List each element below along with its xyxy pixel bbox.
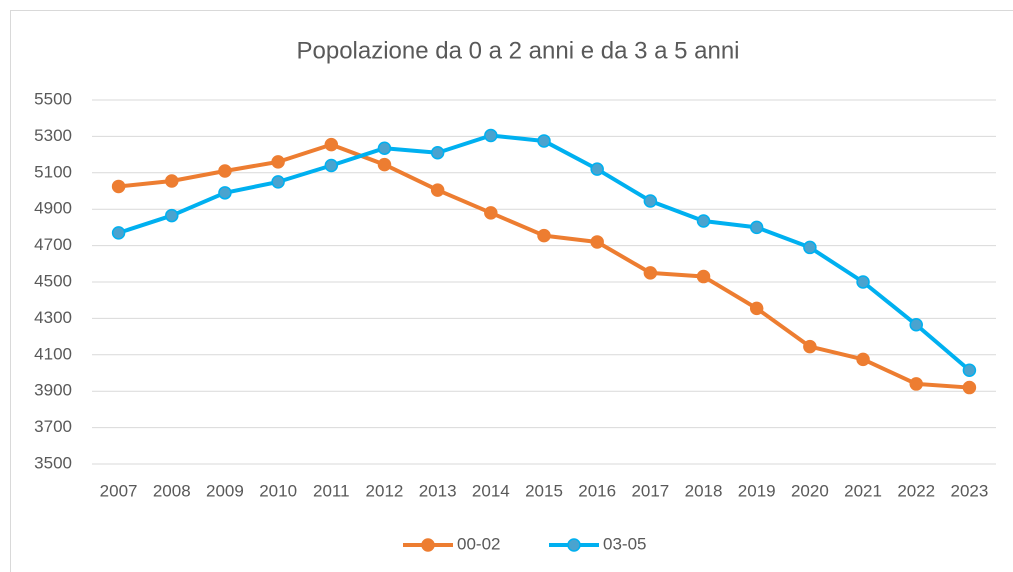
x-tick-label: 2010 [259,481,297,500]
y-tick-label: 3900 [34,381,72,400]
legend-marker [421,538,435,552]
x-tick-label: 2013 [419,481,457,500]
y-tick-label: 3700 [34,417,72,436]
data-point [590,162,604,176]
legend-label: 03-05 [603,534,646,553]
y-tick-label: 5300 [34,126,72,145]
data-point [696,269,711,284]
data-point [430,146,445,160]
x-tick-label: 2023 [950,481,988,500]
x-tick-label: 2022 [897,481,935,500]
x-tick-label: 2008 [153,481,191,500]
data-point [111,179,126,194]
data-point [165,208,179,223]
data-point [537,134,551,148]
data-point [696,214,711,228]
data-point [909,377,923,391]
data-point [643,194,658,208]
data-point [962,380,977,395]
chart-frame [10,10,1013,572]
data-point [377,157,392,172]
x-tick-label: 2009 [206,481,244,500]
data-point [324,158,339,173]
data-point [218,186,232,200]
data-point [856,352,870,367]
y-tick-label: 4700 [34,235,72,254]
y-tick-label: 5500 [34,89,72,108]
y-tick-label: 4500 [34,271,72,290]
x-tick-label: 2012 [366,481,404,500]
data-point [590,235,604,249]
x-tick-label: 2015 [525,481,563,500]
chart-title: Popolazione da 0 a 2 anni e da 3 a 5 ann… [296,37,739,64]
data-point [377,141,392,155]
x-tick-label: 2014 [472,481,510,500]
data-point [537,228,551,243]
data-point [803,339,817,354]
data-point [749,220,764,235]
x-tick-label: 2021 [844,481,882,500]
x-tick-label: 2007 [100,481,138,500]
data-point [165,174,179,188]
data-point [803,240,817,255]
data-point [749,301,764,316]
x-tick-label: 2019 [738,481,776,500]
data-point [484,206,498,220]
data-point [962,363,977,378]
legend-label: 00-02 [457,534,500,553]
data-point [643,266,658,280]
y-tick-label: 5100 [34,162,72,181]
data-point [856,275,870,289]
x-tick-label: 2011 [313,481,350,500]
data-point [271,155,285,169]
data-point [271,175,285,189]
x-tick-label: 2016 [578,481,616,500]
x-tick-label: 2017 [631,481,669,500]
y-tick-label: 4100 [34,344,72,363]
data-point [324,137,339,152]
data-point [909,318,923,332]
x-tick-label: 2018 [685,481,723,500]
data-point [111,226,126,240]
y-tick-label: 4300 [34,308,72,327]
legend-marker [567,538,581,552]
x-tick-label: 2020 [791,481,829,500]
data-point [218,164,232,178]
y-tick-label: 4900 [34,199,72,218]
data-point [484,128,498,143]
y-tick-label: 3500 [34,453,72,472]
data-point [430,183,445,197]
